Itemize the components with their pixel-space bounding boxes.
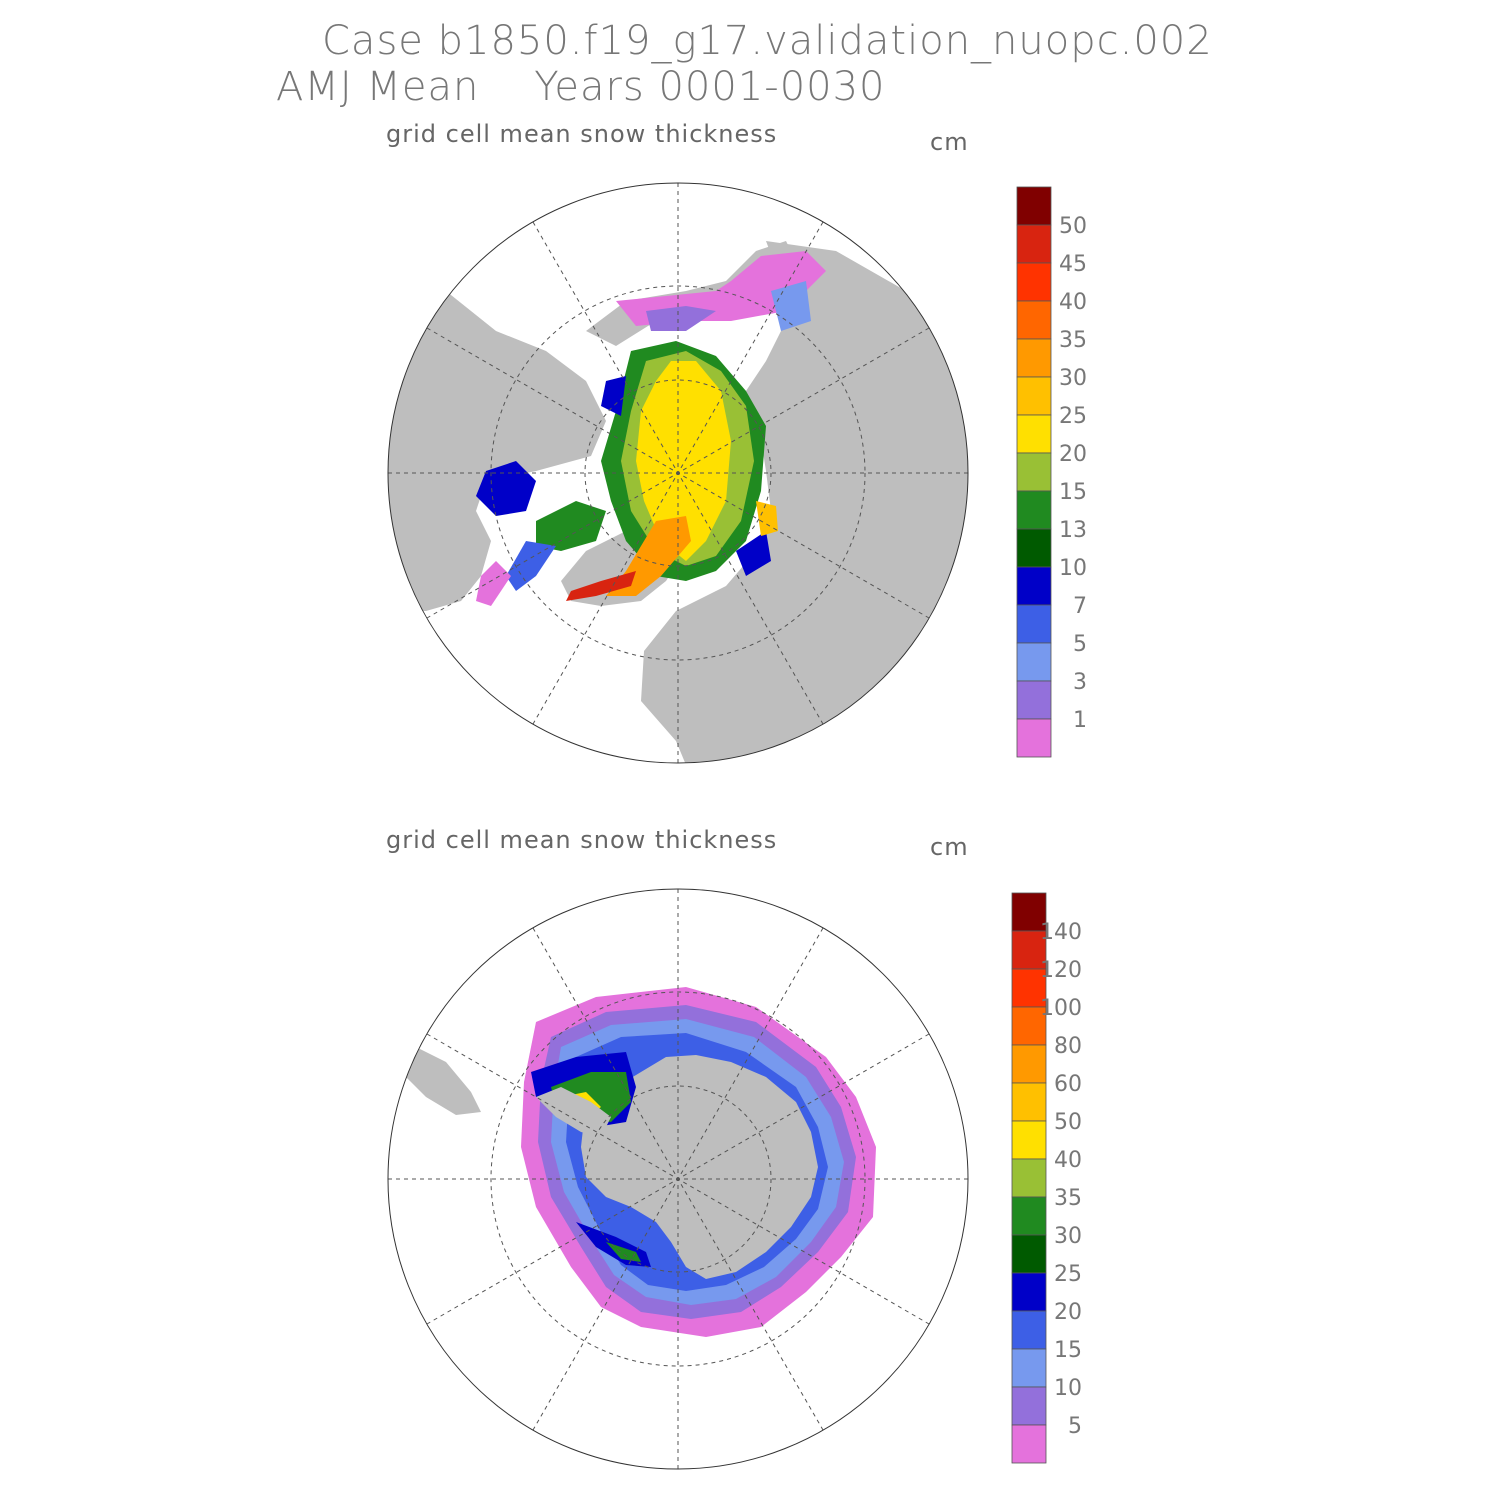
- colorbar-swatch: [1016, 224, 1052, 264]
- colorbar-swatch: [1016, 300, 1052, 340]
- colorbar-tick-label: 40: [1059, 290, 1087, 315]
- north-units-label: cm: [930, 128, 969, 156]
- colorbar-swatch: [1011, 1386, 1047, 1426]
- colorbar-swatch: [1011, 1234, 1047, 1274]
- colorbar-tick-label: 40: [1054, 1148, 1082, 1173]
- beaufort-blue: [601, 376, 626, 416]
- colorbar-swatch: [1016, 186, 1052, 226]
- south-field-title: grid cell mean snow thickness: [386, 826, 778, 854]
- antarctic-peninsula: [536, 1087, 611, 1137]
- colorbar-swatch: [1011, 1006, 1047, 1046]
- case-title: Case b1850.f19_g17.validation_nuopc.002: [322, 18, 1213, 64]
- north-colorbar: 50 45 40 35 30 25 20 15 13 10 7 5 3 1: [1016, 186, 1087, 758]
- scandinavia-landmass: [676, 591, 746, 701]
- colorbar-swatch: [1011, 1120, 1047, 1160]
- colorbar-swatch: [1011, 968, 1047, 1008]
- south-america-landmass: [406, 1047, 481, 1115]
- colorbar-swatch: [1016, 604, 1052, 644]
- colorbar-tick-label: 140: [1040, 920, 1082, 945]
- colorbar-swatch: [1011, 1424, 1047, 1464]
- colorbar-swatch: [1011, 1044, 1047, 1084]
- colorbar-swatch: [1016, 642, 1052, 682]
- colorbar-swatch: [1011, 1272, 1047, 1312]
- colorbar-swatch: [1011, 892, 1047, 932]
- arctic-snow-lilac: [646, 306, 716, 331]
- south-colorbar: 140 120 100 80 60 50 40 35 30 25 20 15 10 5: [1011, 892, 1082, 1464]
- colorbar-tick-label: 7: [1073, 594, 1087, 619]
- colorbar-tick-label: 50: [1054, 1110, 1082, 1135]
- colorbar-tick-label: 35: [1059, 328, 1087, 353]
- arctic-snow-red-edge: [566, 571, 636, 601]
- colorbar-swatch: [1016, 680, 1052, 720]
- period-title: AMJ Mean Years 0001-0030: [276, 64, 886, 110]
- colorbar-swatch: [1016, 452, 1052, 492]
- colorbar-swatch: [1016, 490, 1052, 530]
- barents-orange: [756, 501, 778, 536]
- colorbar-tick-label: 35: [1054, 1186, 1082, 1211]
- colorbar-swatch: [1016, 414, 1052, 454]
- south-units-label: cm: [930, 833, 969, 861]
- colorbar-swatch: [1011, 1082, 1047, 1122]
- colorbar-tick-label: 3: [1073, 670, 1087, 695]
- colorbar-tick-label: 30: [1054, 1224, 1082, 1249]
- colorbar-tick-label: 1: [1073, 708, 1087, 733]
- colorbar-tick-label: 5: [1073, 632, 1087, 657]
- colorbar-tick-label: 80: [1054, 1034, 1082, 1059]
- colorbar-swatch: [1016, 566, 1052, 606]
- colorbar-tick-label: 15: [1054, 1338, 1082, 1363]
- colorbar-tick-label: 10: [1054, 1376, 1082, 1401]
- colorbar-swatch: [1016, 528, 1052, 568]
- colorbar-tick-label: 100: [1040, 996, 1082, 1021]
- colorbar-tick-label: 20: [1054, 1300, 1082, 1325]
- colorbar-tick-label: 25: [1054, 1262, 1082, 1287]
- colorbar-swatch: [1016, 376, 1052, 416]
- colorbar-swatch: [1016, 262, 1052, 302]
- south-polar-map: [387, 888, 969, 1470]
- colorbar-swatch: [1011, 1310, 1047, 1350]
- colorbar-tick-label: 45: [1059, 252, 1087, 277]
- colorbar-tick-label: 60: [1054, 1072, 1082, 1097]
- colorbar-swatch: [1016, 718, 1052, 758]
- ross-snow-green: [606, 1242, 641, 1262]
- north-polar-map: [387, 182, 969, 764]
- lab-sea-pink: [476, 561, 511, 606]
- colorbar-tick-label: 25: [1059, 404, 1087, 429]
- colorbar-swatch: [1011, 1158, 1047, 1198]
- colorbar-swatch: [1011, 930, 1047, 970]
- colorbar-tick-label: 15: [1059, 480, 1087, 505]
- colorbar-tick-label: 10: [1059, 556, 1087, 581]
- labrador-snow: [536, 501, 606, 551]
- baffin-snow: [506, 541, 556, 591]
- colorbar-swatch: [1011, 1196, 1047, 1236]
- colorbar-tick-label: 5: [1068, 1414, 1082, 1439]
- colorbar-swatch: [1016, 338, 1052, 378]
- north-america-landmass: [388, 291, 606, 611]
- north-field-title: grid cell mean snow thickness: [386, 120, 778, 148]
- colorbar-swatch: [1011, 1348, 1047, 1388]
- colorbar-tick-label: 50: [1059, 214, 1087, 239]
- colorbar-tick-label: 13: [1059, 518, 1087, 543]
- colorbar-tick-label: 120: [1040, 958, 1082, 983]
- arctic-snow-lightblue: [771, 281, 811, 331]
- arctic-snow-yellow: [636, 361, 731, 561]
- colorbar-tick-label: 30: [1059, 366, 1087, 391]
- colorbar-tick-label: 20: [1059, 442, 1087, 467]
- barents-blue: [736, 531, 771, 576]
